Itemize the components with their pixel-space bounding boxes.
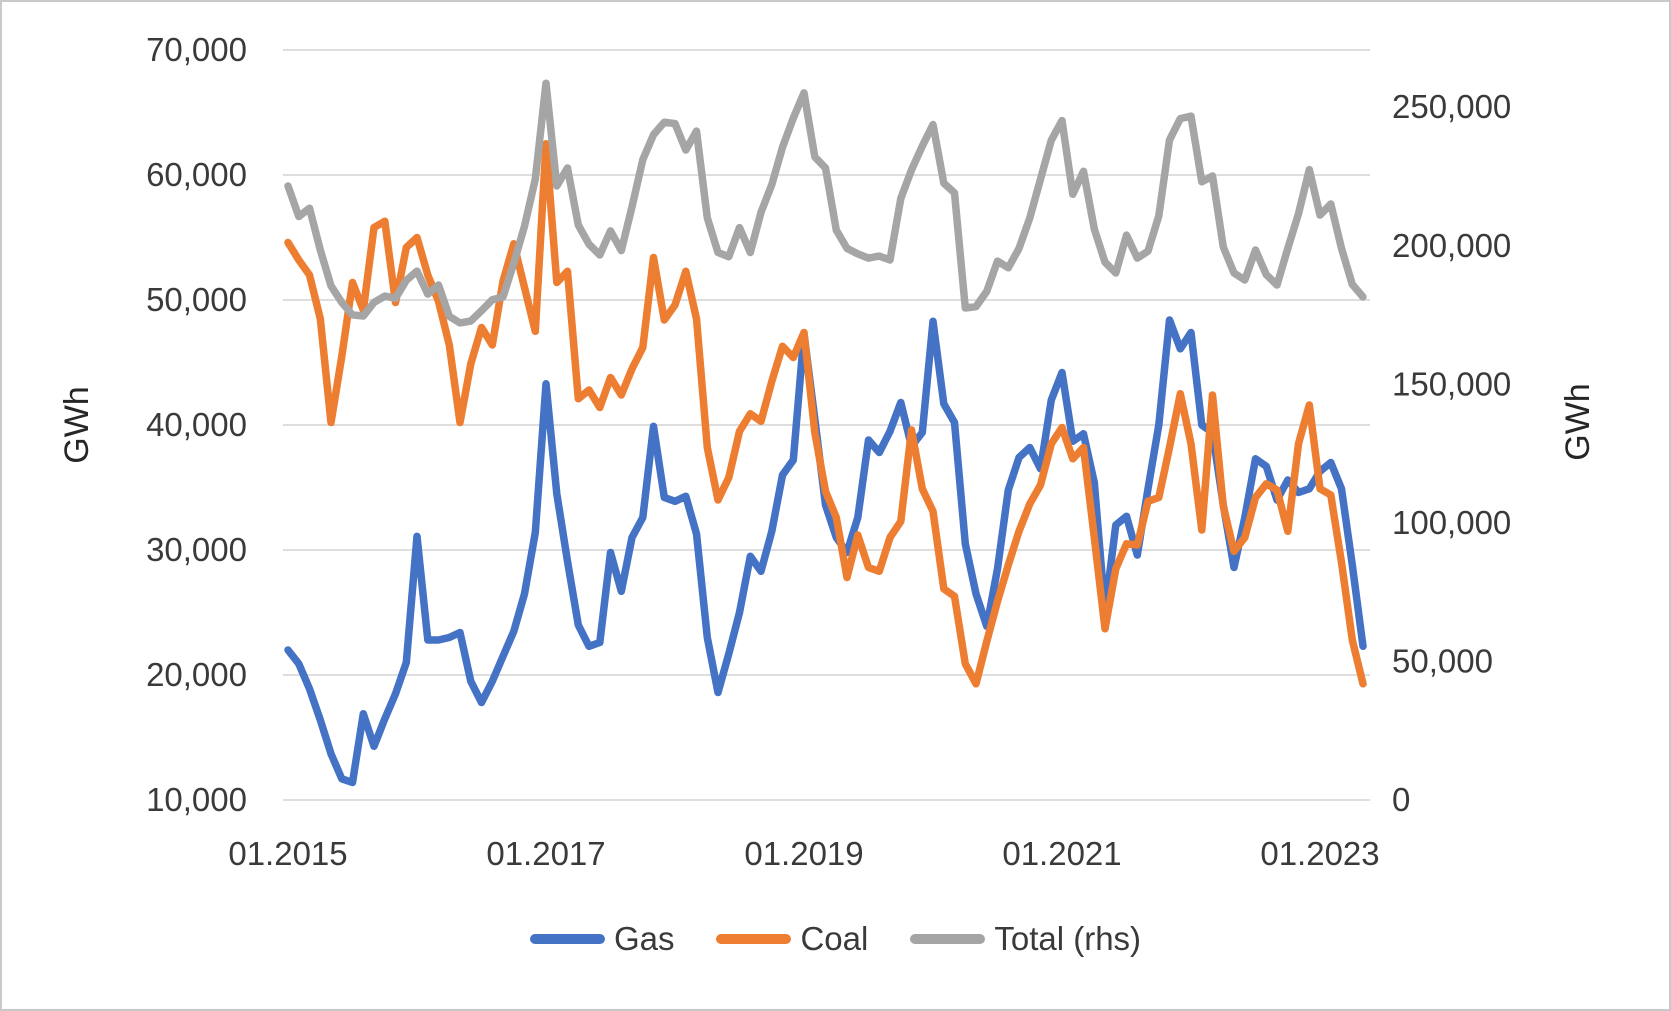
- legend-item-coal: Coal: [716, 920, 868, 958]
- left-axis-tick-label: 70,000: [146, 31, 247, 68]
- gas-line-swatch: [529, 934, 605, 944]
- x-axis-tick-label: 01.2019: [744, 835, 863, 872]
- right-axis-tick-label: 0: [1392, 781, 1410, 818]
- left-axis-tick-label: 40,000: [146, 406, 247, 443]
- left-axis-tick-label: 60,000: [146, 156, 247, 193]
- left-axis-tick-label: 50,000: [146, 281, 247, 318]
- right-axis-tick-label: 150,000: [1392, 365, 1511, 402]
- left-axis-tick-label: 10,000: [146, 781, 247, 818]
- right-axis-tick-label: 100,000: [1392, 504, 1511, 541]
- right-axis-tick-label: 250,000: [1392, 88, 1511, 125]
- left-axis-tick-label: 30,000: [146, 531, 247, 568]
- series-line-total-rhs: [284, 79, 1367, 327]
- x-axis-tick-label: 01.2017: [486, 835, 605, 872]
- legend-label-total: Total (rhs): [994, 920, 1142, 957]
- coal-line-swatch: [716, 934, 792, 944]
- right-axis-tick-label: 50,000: [1392, 643, 1493, 680]
- x-axis-tick-label: 01.2023: [1260, 835, 1379, 872]
- total-line-swatch: [910, 934, 986, 944]
- right-axis-tick-label: 200,000: [1392, 227, 1511, 264]
- left-axis-tick-label: 20,000: [146, 656, 247, 693]
- left-axis-title: GWh: [58, 386, 96, 463]
- legend-label-coal: Coal: [800, 920, 869, 957]
- legend-item-gas: Gas: [529, 920, 675, 958]
- chart-legend: Gas Coal Total (rhs): [2, 920, 1669, 958]
- legend-label-gas: Gas: [613, 920, 675, 957]
- series-line-gas: [284, 316, 1367, 787]
- right-axis-title: GWh: [1559, 383, 1597, 460]
- x-axis-tick-label: 01.2021: [1002, 835, 1121, 872]
- x-axis-tick-label: 01.2015: [228, 835, 347, 872]
- legend-item-total: Total (rhs): [910, 920, 1141, 958]
- series-line-coal: [284, 140, 1367, 688]
